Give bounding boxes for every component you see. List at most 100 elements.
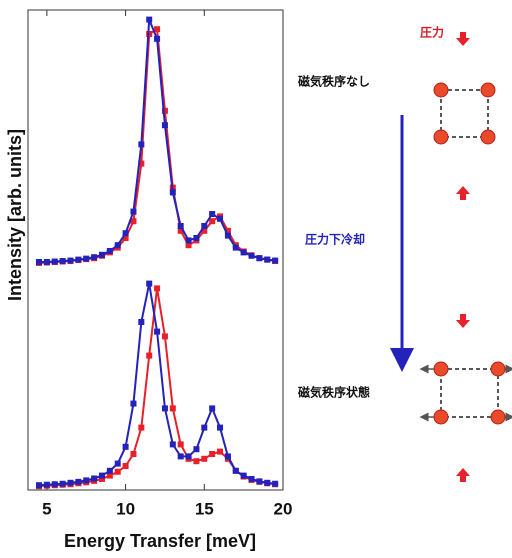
data-point xyxy=(209,405,216,412)
data-point xyxy=(98,472,105,479)
data-point xyxy=(59,480,66,487)
data-point xyxy=(161,107,168,114)
data-point xyxy=(256,255,263,262)
data-point xyxy=(201,223,208,229)
data-point xyxy=(177,441,184,448)
data-point xyxy=(224,227,231,234)
data-point xyxy=(138,160,145,167)
data-point xyxy=(193,235,200,241)
data-point xyxy=(256,478,263,485)
data-point xyxy=(91,254,98,261)
data-point xyxy=(185,453,192,460)
data-point xyxy=(185,237,192,244)
data-point xyxy=(83,255,90,262)
data-point xyxy=(122,230,129,237)
series-line xyxy=(38,27,276,264)
data-point xyxy=(130,400,137,407)
x-tick-label: 20 xyxy=(274,499,293,518)
data-point xyxy=(169,441,176,448)
data-point xyxy=(91,475,98,482)
data-point xyxy=(177,223,184,229)
data-point xyxy=(185,242,192,249)
data-point xyxy=(67,257,74,264)
data-point xyxy=(248,252,255,259)
data-point xyxy=(232,467,239,474)
data-point xyxy=(201,455,208,462)
data-point xyxy=(106,472,113,479)
data-point xyxy=(177,227,184,234)
data-point xyxy=(51,481,58,488)
data-point xyxy=(43,259,50,265)
data-point xyxy=(240,472,247,479)
data-point xyxy=(248,475,255,482)
data-point xyxy=(75,256,82,263)
data-point xyxy=(146,352,153,359)
x-tick-label: 15 xyxy=(195,499,214,518)
data-point xyxy=(36,259,43,265)
data-point xyxy=(43,481,50,488)
data-point xyxy=(59,258,66,265)
x-tick-label: 10 xyxy=(116,499,135,518)
data-point xyxy=(154,26,161,33)
data-point xyxy=(130,208,137,215)
data-point xyxy=(224,453,231,460)
data-point xyxy=(193,446,200,453)
plot-frame xyxy=(27,9,284,491)
data-point xyxy=(272,257,279,264)
data-point xyxy=(122,235,129,241)
pressure-label: 圧力 xyxy=(420,25,444,40)
data-point xyxy=(83,477,90,484)
data-point xyxy=(106,247,113,254)
series-line xyxy=(38,288,276,488)
data-point xyxy=(217,215,224,222)
data-point xyxy=(138,319,145,325)
x-axis-label: Energy Transfer [meV] xyxy=(64,531,256,551)
data-point xyxy=(193,458,200,465)
diagram: 圧力 磁気秩序なし 圧力下冷却 磁気秩序状態 xyxy=(297,25,512,482)
data-point xyxy=(130,218,137,225)
data-point xyxy=(67,479,74,486)
data-point xyxy=(146,280,153,287)
data-point xyxy=(138,141,145,148)
data-point xyxy=(201,424,208,431)
data-point xyxy=(36,482,43,489)
data-point xyxy=(161,122,168,129)
data-point xyxy=(224,232,231,239)
data-point xyxy=(114,460,121,467)
data-point xyxy=(98,251,105,258)
data-point xyxy=(138,424,145,431)
pressure-arrows xyxy=(456,32,470,482)
data-point xyxy=(272,480,279,487)
data-point xyxy=(264,256,271,263)
x-tick-label: 5 xyxy=(42,499,51,518)
data-point xyxy=(154,35,161,42)
data-point xyxy=(240,249,247,256)
data-point xyxy=(209,451,216,457)
data-point xyxy=(177,453,184,460)
data-point xyxy=(106,467,113,474)
series-line xyxy=(39,19,276,263)
series-line xyxy=(38,283,276,487)
data-point xyxy=(154,285,161,292)
state-bottom-label: 磁気秩序状態 xyxy=(297,385,370,400)
y-axis-label: Intensity [arb. units] xyxy=(5,129,25,301)
data-point xyxy=(209,218,216,225)
data-point xyxy=(51,258,58,265)
data-point xyxy=(217,448,224,455)
data-point xyxy=(264,479,271,486)
data-point xyxy=(130,451,137,457)
data-point xyxy=(161,333,168,340)
data-point xyxy=(122,463,129,469)
data-point xyxy=(169,405,176,412)
data-point xyxy=(217,424,224,431)
data-point xyxy=(161,405,168,412)
state-top-label: 磁気秩序なし xyxy=(297,74,370,89)
process-label: 圧力下冷却 xyxy=(305,232,365,247)
data-point xyxy=(209,211,216,217)
data-point xyxy=(114,242,121,249)
data-point xyxy=(122,443,129,450)
data-point xyxy=(154,328,161,335)
data-point xyxy=(98,475,105,482)
data-point xyxy=(75,478,82,485)
